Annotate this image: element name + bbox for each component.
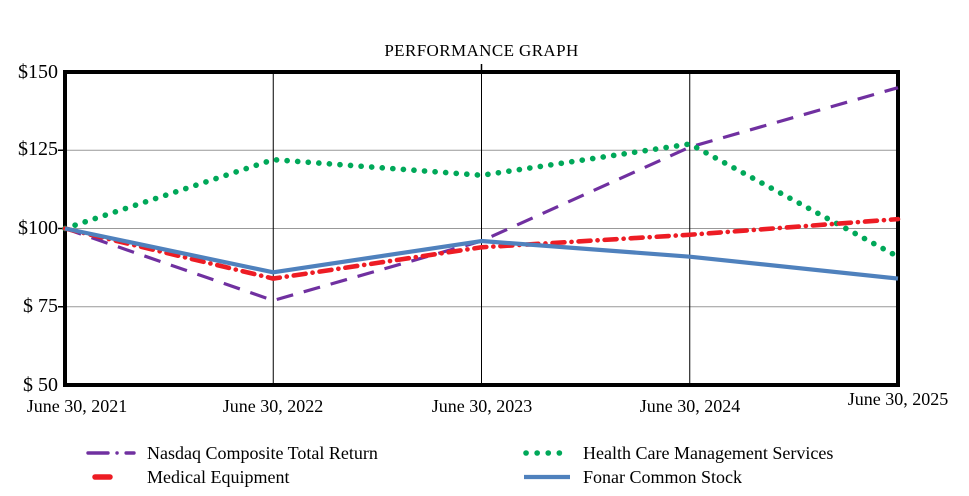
y-axis-tick-label: $150 [18, 61, 58, 83]
legend-label: Health Care Management Services [583, 442, 834, 463]
y-axis-tick-label: $ 75 [23, 295, 58, 317]
legend-item-fonar-common-stock: Fonar Common Stock [522, 465, 833, 489]
solid-line-icon [522, 471, 572, 483]
chart-title: PERFORMANCE GRAPH [384, 41, 579, 60]
legend-label: Fonar Common Stock [583, 466, 743, 487]
y-axis-tick-label: $ 50 [23, 374, 58, 396]
x-axis-tick-label: June 30, 2021 [26, 396, 128, 416]
legend-label: Nasdaq Composite Total Return [147, 442, 378, 463]
legend: Nasdaq Composite Total Return Medical Eq… [86, 441, 833, 489]
dotted-line-icon [522, 447, 572, 459]
x-axis-tick-label: June 30, 2023 [431, 396, 533, 416]
x-axis-tick-label: June 30, 2025 [847, 389, 949, 409]
y-axis-tick-label: $100 [18, 217, 58, 239]
series-line [62, 141, 901, 260]
legend-label: Medical Equipment [147, 466, 290, 487]
series-line [64, 226, 899, 281]
x-axis-tick-label: June 30, 2024 [639, 396, 741, 416]
y-axis-tick-label: $125 [18, 138, 58, 160]
series-line [62, 216, 901, 281]
dash-dot-line-icon [86, 471, 136, 483]
legend-item-health-care-management: Health Care Management Services [522, 441, 833, 465]
legend-item-medical-equipment: Medical Equipment [86, 465, 514, 489]
dashed-line-icon [86, 447, 136, 459]
legend-item-nasdaq-composite: Nasdaq Composite Total Return [86, 441, 514, 465]
x-axis-tick-label: June 30, 2022 [222, 396, 324, 416]
